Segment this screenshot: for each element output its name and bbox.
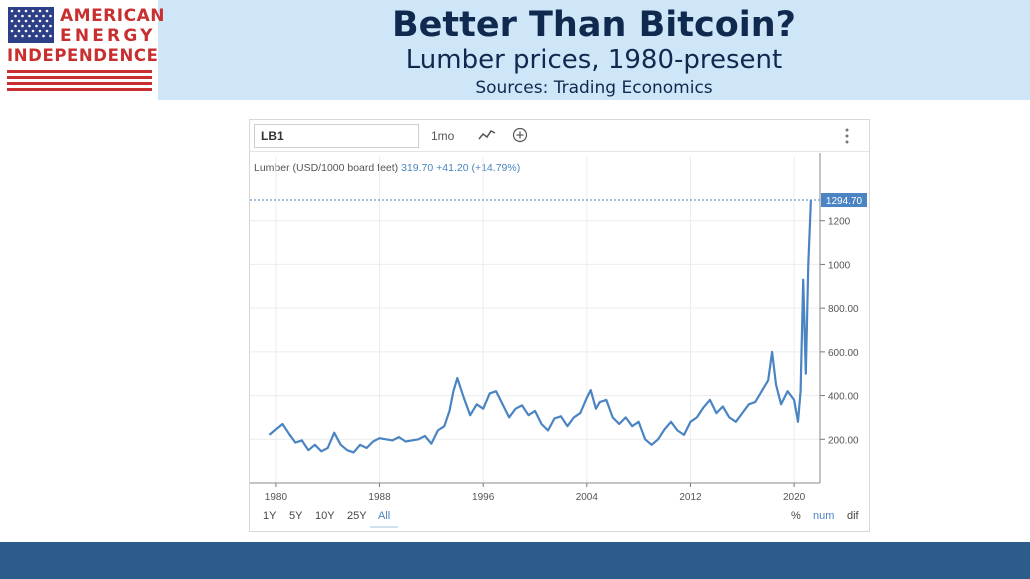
more-vertical-icon[interactable]	[844, 127, 850, 145]
add-circle-icon[interactable]	[512, 127, 528, 143]
american-flag-icon	[8, 7, 54, 43]
lumber-price-chart: 200.00 400.00 600.00 800.00 1000 1200 1980 1988…	[250, 153, 867, 503]
y-tick-label: 800.00	[828, 304, 859, 315]
x-tick-label: 1980	[265, 492, 288, 503]
mode-dif-button[interactable]: dif	[847, 510, 859, 522]
range-5y-button[interactable]: 5Y	[289, 510, 303, 522]
y-tick-label: 200.00	[828, 435, 859, 446]
axes	[250, 153, 825, 487]
x-tick-label: 2020	[783, 492, 806, 503]
range-selector: 1Y 5Y 10Y 25Y All % num dif	[250, 508, 869, 528]
legend-change: +41.20 (+14.79%)	[436, 162, 521, 174]
logo-word-american: AMERICAN	[60, 6, 165, 26]
slide-sources: Sources: Trading Economics	[475, 78, 713, 98]
y-tick-label: 1200	[828, 217, 851, 228]
legend-series-name: Lumber (USD/1000 board feet)	[254, 162, 399, 174]
x-tick-label: 2012	[679, 492, 702, 503]
range-1y-button[interactable]: 1Y	[263, 510, 277, 522]
x-tick-label: 2004	[576, 492, 599, 503]
symbol-input[interactable]	[254, 124, 419, 148]
x-tick-label: 1988	[368, 492, 391, 503]
x-tick-label: 1996	[472, 492, 495, 503]
chart-widget: 1mo Lumber (USD/1000 board feet) 319.70 …	[249, 119, 870, 532]
y-tick-label: 1000	[828, 260, 851, 271]
line-chart-icon[interactable]	[478, 128, 496, 142]
logo-word-independence: INDEPENDENCE	[7, 46, 159, 65]
logo: AMERICAN ENERGY INDEPENDENCE	[0, 0, 164, 100]
mode-percent-button[interactable]: %	[791, 510, 801, 522]
last-value-badge	[821, 193, 867, 208]
y-tick-label: 600.00	[828, 348, 859, 359]
legend-last-value: 319.70	[401, 162, 434, 174]
slide-title: Better Than Bitcoin?	[392, 5, 796, 45]
logo-stripes	[7, 70, 152, 94]
slide-subtitle: Lumber prices, 1980-present	[405, 45, 783, 75]
chart-toolbar: 1mo	[250, 120, 869, 152]
last-value-label: 1294.70	[826, 196, 863, 207]
series-line	[268, 199, 812, 454]
tick-labels: 200.00 400.00 600.00 800.00 1000 1200 1980 1988…	[265, 193, 867, 503]
range-25y-button[interactable]: 25Y	[347, 510, 367, 522]
range-active-underline	[370, 526, 398, 528]
header-band: Better Than Bitcoin? Lumber prices, 1980…	[158, 0, 1030, 100]
logo-word-energy: ENERGY	[60, 26, 156, 46]
y-tick-label: 400.00	[828, 392, 859, 403]
series-legend: Lumber (USD/1000 board feet) 319.70 +41.…	[254, 162, 520, 174]
series-layer	[250, 199, 820, 454]
footer-band	[0, 542, 1030, 579]
mode-num-button[interactable]: num	[813, 510, 835, 522]
range-all-button[interactable]: All	[378, 510, 391, 522]
interval-button[interactable]: 1mo	[431, 129, 455, 143]
range-10y-button[interactable]: 10Y	[315, 510, 335, 522]
